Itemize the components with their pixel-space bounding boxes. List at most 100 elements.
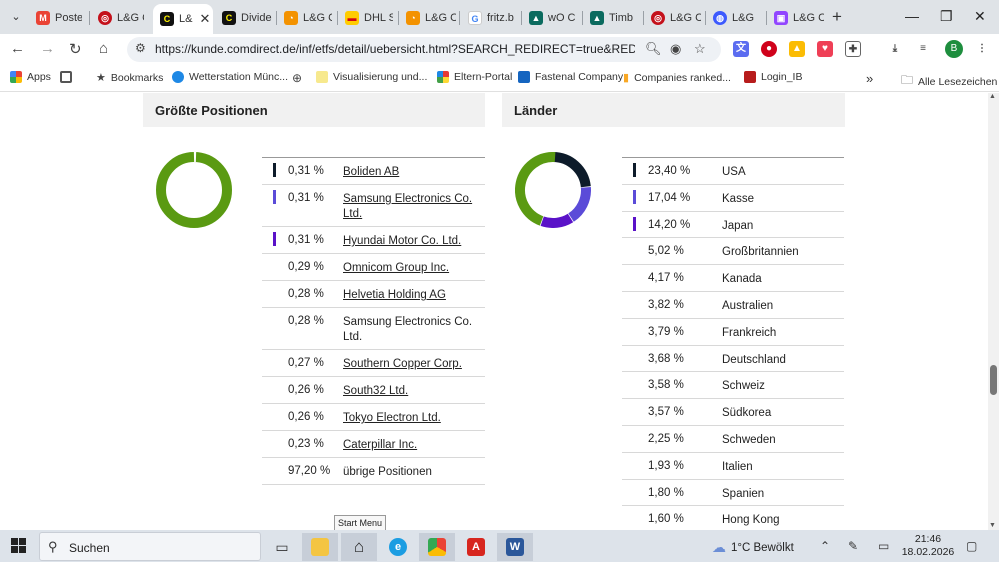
taskbar-word[interactable]: W <box>497 533 533 561</box>
tab-dividend[interactable]: C Divide <box>222 6 272 30</box>
position-name[interactable]: South32 Ltd. <box>343 385 409 397</box>
bookmarks-overflow-chevron[interactable]: » <box>866 71 874 86</box>
clock-date: 18.02.2026 <box>901 546 955 558</box>
taskbar-clock[interactable]: 21:46 18.02.2026 <box>901 533 955 559</box>
eye-icon[interactable]: ◉ <box>670 41 682 56</box>
tab-lg-5[interactable]: ▣ L&G C <box>774 6 824 30</box>
bookmark-bookmarks[interactable]: ★ Bookmarks <box>96 71 163 85</box>
position-name[interactable]: Samsung Electronics Co. Ltd. <box>343 193 473 220</box>
tab-lg-2[interactable]: ◔ L&G C <box>284 6 332 30</box>
minimize-icon[interactable]: — <box>905 8 919 24</box>
tray-chevron-up-icon[interactable]: ⌃ <box>820 539 831 553</box>
country-name: Japan <box>722 219 754 232</box>
bookmark-visualisierung[interactable]: Visualisierung und... <box>316 71 427 83</box>
pocket-extension-icon[interactable]: ♥ <box>817 41 833 57</box>
tab-active[interactable]: C L& ✕ <box>153 4 213 34</box>
position-name[interactable]: Boliden AB <box>343 166 400 178</box>
windows-start-icon[interactable] <box>11 538 26 553</box>
new-tab-plus-icon[interactable]: + <box>832 7 842 26</box>
address-bar[interactable]: ⚙ https://kunde.comdirect.de/inf/etfs/de… <box>127 37 721 62</box>
network-icon[interactable]: ▭ <box>878 539 890 553</box>
reload-icon[interactable]: ↻ <box>69 41 82 58</box>
bookmark-grid[interactable] <box>60 71 72 83</box>
url-text[interactable]: https://kunde.comdirect.de/inf/etfs/deta… <box>155 42 635 56</box>
position-name[interactable]: Helvetia Holding AG <box>343 289 446 301</box>
notifications-icon[interactable]: ▢ <box>966 539 978 553</box>
bookmark-label: Companies ranked... <box>634 71 731 84</box>
bookmark-login-ib[interactable]: Login_IB <box>744 71 802 83</box>
bookmark-fastenal[interactable]: Fastenal Company <box>518 71 623 83</box>
tab-gmail[interactable]: M Poste <box>36 6 82 30</box>
adblock-extension-icon[interactable]: ● <box>761 41 777 57</box>
bookmark-wetterstation[interactable]: Wetterstation Münc... <box>172 71 288 83</box>
position-name[interactable]: Southern Copper Corp. <box>343 358 462 370</box>
wallstreet-icon: ▲ <box>529 11 543 25</box>
country-slice-rest <box>515 152 556 226</box>
drive-extension-icon[interactable]: ▲ <box>789 41 805 57</box>
row-divider <box>262 457 485 458</box>
gmail-icon: M <box>36 11 50 25</box>
extensions-puzzle-icon[interactable]: ✚ <box>845 41 861 57</box>
taskbar-explorer[interactable] <box>302 533 338 561</box>
taskbar-chrome[interactable] <box>419 533 455 561</box>
pen-icon[interactable]: ✎ <box>848 539 859 553</box>
taskbar-acrobat[interactable]: A <box>458 533 494 561</box>
bookmark-label: Eltern-Portal <box>454 71 513 83</box>
search-icon: ⚲ <box>48 539 58 554</box>
row-divider <box>622 371 844 373</box>
home-icon[interactable]: ⌂ <box>99 40 109 57</box>
tab-dhl[interactable]: ▬ DHL S <box>345 6 393 30</box>
close-window-icon[interactable]: ✕ <box>974 8 986 24</box>
tab-fritz[interactable]: G fritz.b <box>468 6 518 30</box>
media-queue-icon[interactable]: ≡ <box>915 41 931 57</box>
tab-lg-4[interactable]: ◍ L&G <box>713 6 759 30</box>
taskbar-edge[interactable]: e <box>380 533 416 561</box>
tab-timb[interactable]: ▲ Timb <box>590 6 636 30</box>
zoom-icon[interactable]: 🔍︎ <box>645 41 662 56</box>
back-arrow-icon[interactable]: ← <box>10 40 25 57</box>
bookmark-eltern-portal[interactable]: Eltern-Portal <box>437 71 512 83</box>
restore-icon[interactable]: ❐ <box>940 8 953 24</box>
kebab-menu-icon[interactable]: ⋮ <box>974 41 990 57</box>
taskbar-home-app[interactable]: ⌂ <box>341 533 377 561</box>
tab-comdirect-1[interactable]: ◎ L&G C <box>98 6 144 30</box>
task-view-button[interactable]: ▭ <box>264 533 300 561</box>
position-name[interactable]: Caterpillar Inc. <box>343 439 418 451</box>
position-name[interactable]: Hyundai Motor Co. Ltd. <box>343 235 462 247</box>
c-logo-icon: C <box>222 11 236 25</box>
eltern-icon <box>437 71 449 83</box>
row-divider <box>622 505 844 507</box>
bookmark-globe[interactable]: ⊕ <box>292 71 302 85</box>
bookmark-apps[interactable]: Apps <box>10 71 51 83</box>
taskbar-weather[interactable]: ☁ 1°C Bewölkt <box>712 539 794 556</box>
bookmark-companies-ranked[interactable]: ▮ Companies ranked... <box>623 71 731 85</box>
tab-lg-3[interactable]: ◔ L&G C <box>406 6 456 30</box>
scroll-thumb[interactable] <box>990 365 997 395</box>
weight-percent: 97,20 % <box>288 465 331 477</box>
taskbar-search-box[interactable]: ⚲ Suchen <box>39 532 261 561</box>
translate-extension-icon[interactable]: 文 <box>733 41 749 57</box>
country-name: Italien <box>722 460 753 473</box>
all-bookmarks-label: Alle Lesezeichen <box>918 75 998 88</box>
close-tab-icon[interactable]: ✕ <box>199 11 211 26</box>
position-name[interactable]: Tokyo Electron Ltd. <box>343 412 441 424</box>
tab-label: DHL S <box>364 12 393 24</box>
country-name: Kanada <box>722 273 762 286</box>
profile-avatar[interactable]: B <box>945 40 963 58</box>
country-name: Schweiz <box>722 380 765 393</box>
scroll-up-arrow-icon[interactable]: ▲ <box>989 93 996 100</box>
tab-comdirect-2[interactable]: ◎ L&G C <box>651 6 701 30</box>
positions-header: Größte Positionen <box>143 93 485 127</box>
position-name[interactable]: Omnicom Group Inc. <box>343 262 450 274</box>
scroll-down-arrow-icon[interactable]: ▼ <box>989 522 996 529</box>
all-bookmarks-folder[interactable]: 🗀 Alle Lesezeichen <box>901 71 997 92</box>
start-menu-tooltip: Start Menu <box>334 515 387 531</box>
cloud-icon: ☁ <box>712 539 726 555</box>
download-icon[interactable]: ⤓ <box>887 41 903 57</box>
tab-wo[interactable]: ▲ wO C <box>529 6 577 30</box>
bookmark-star-icon[interactable]: ☆ <box>694 41 706 56</box>
tab-search-chevron-icon[interactable]: ⌄ <box>11 11 21 23</box>
forward-arrow-icon[interactable]: → <box>40 40 55 57</box>
page-scrollbar[interactable]: ▲ ▼ <box>988 93 999 530</box>
site-info-icon[interactable]: ⚙ <box>135 41 146 55</box>
